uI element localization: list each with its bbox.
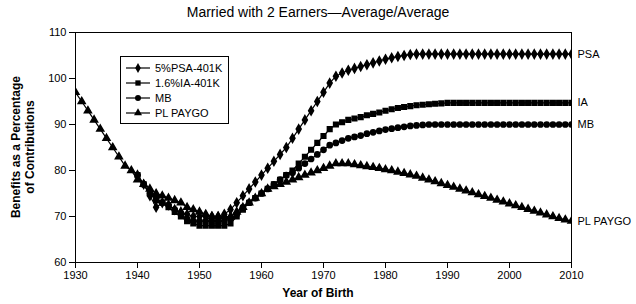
html-text:Year of Birth: Year of Birth [282,286,354,300]
html-text:PL PAYGO: PL PAYGO [155,106,209,119]
svg-text:1960: 1960 [249,269,273,281]
html-text:5%PSA-401K: 5%PSA-401K [155,61,223,74]
html-text:Benefits as a Percentage of Co: Benefits as a Percentage of Contribution… [9,76,37,218]
svg-text:2000: 2000 [497,269,521,281]
svg-text:110: 110 [49,26,67,38]
svg-text:1980: 1980 [373,269,397,281]
html-text:Married with 2 Earners—Average: Married with 2 Earners—Average/Average [186,4,450,20]
svg-text:1940: 1940 [125,269,149,281]
html-text:1.6%IA-401K: 1.6%IA-401K [155,76,220,89]
svg-text:1950: 1950 [187,269,211,281]
svg-text:MB: MB [578,118,595,130]
svg-text:PSA: PSA [578,48,601,60]
svg-text:1990: 1990 [435,269,459,281]
svg-text:1970: 1970 [311,269,335,281]
svg-text:2010: 2010 [559,269,583,281]
svg-text:80: 80 [54,164,66,176]
svg-text:60: 60 [54,256,66,268]
svg-text:PL PAYGO: PL PAYGO [578,215,632,227]
svg-text:100: 100 [48,72,66,84]
svg-text:90: 90 [54,118,66,130]
svg-text:70: 70 [54,210,66,222]
html-text:MB: MB [155,91,172,104]
svg-text:1930: 1930 [63,269,87,281]
svg-text:IA: IA [578,96,589,108]
